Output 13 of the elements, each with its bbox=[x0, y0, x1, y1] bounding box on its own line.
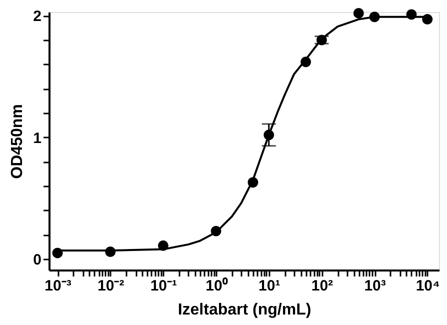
x-tick-label: 10⁻² bbox=[98, 278, 124, 294]
x-tick-label: 10⁴ bbox=[416, 278, 440, 294]
x-axis-title: Izeltabart (ng/mL) bbox=[178, 302, 312, 318]
x-tick-label: 10¹ bbox=[258, 278, 280, 294]
x-tick-label: 10⁻¹ bbox=[150, 278, 178, 294]
x-tick-label: 10⁰ bbox=[206, 276, 228, 294]
x-tick-label: 10² bbox=[311, 278, 334, 294]
x-tick-label: 10⁻³ bbox=[44, 278, 72, 294]
x-tick-label: 10³ bbox=[364, 278, 386, 294]
y-axis-title: OD450nm bbox=[9, 104, 26, 179]
y-tick-label: 1 bbox=[33, 130, 42, 147]
y-tick-label: 0 bbox=[33, 252, 42, 269]
y-tick-label: 2 bbox=[33, 8, 42, 26]
